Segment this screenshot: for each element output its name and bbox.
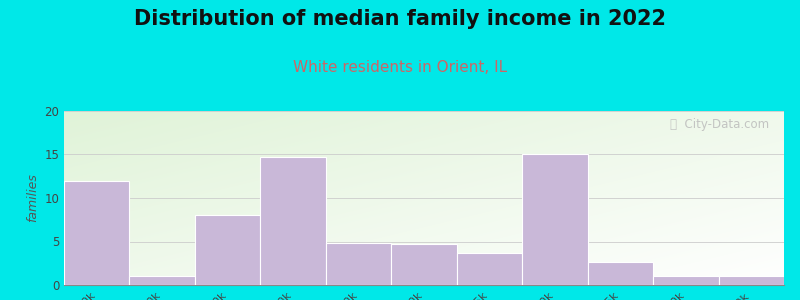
Bar — [64, 181, 130, 285]
Bar — [718, 276, 784, 285]
Bar — [326, 243, 391, 285]
Text: White residents in Orient, IL: White residents in Orient, IL — [293, 60, 507, 75]
Text: Distribution of median family income in 2022: Distribution of median family income in … — [134, 9, 666, 29]
Y-axis label: families: families — [26, 174, 38, 222]
Bar — [391, 244, 457, 285]
Bar — [457, 253, 522, 285]
Text: ⓘ  City-Data.com: ⓘ City-Data.com — [670, 118, 770, 131]
Bar — [260, 157, 326, 285]
Bar — [195, 215, 260, 285]
Bar — [130, 276, 195, 285]
Bar — [588, 262, 653, 285]
Bar — [653, 276, 718, 285]
Bar — [522, 154, 588, 285]
